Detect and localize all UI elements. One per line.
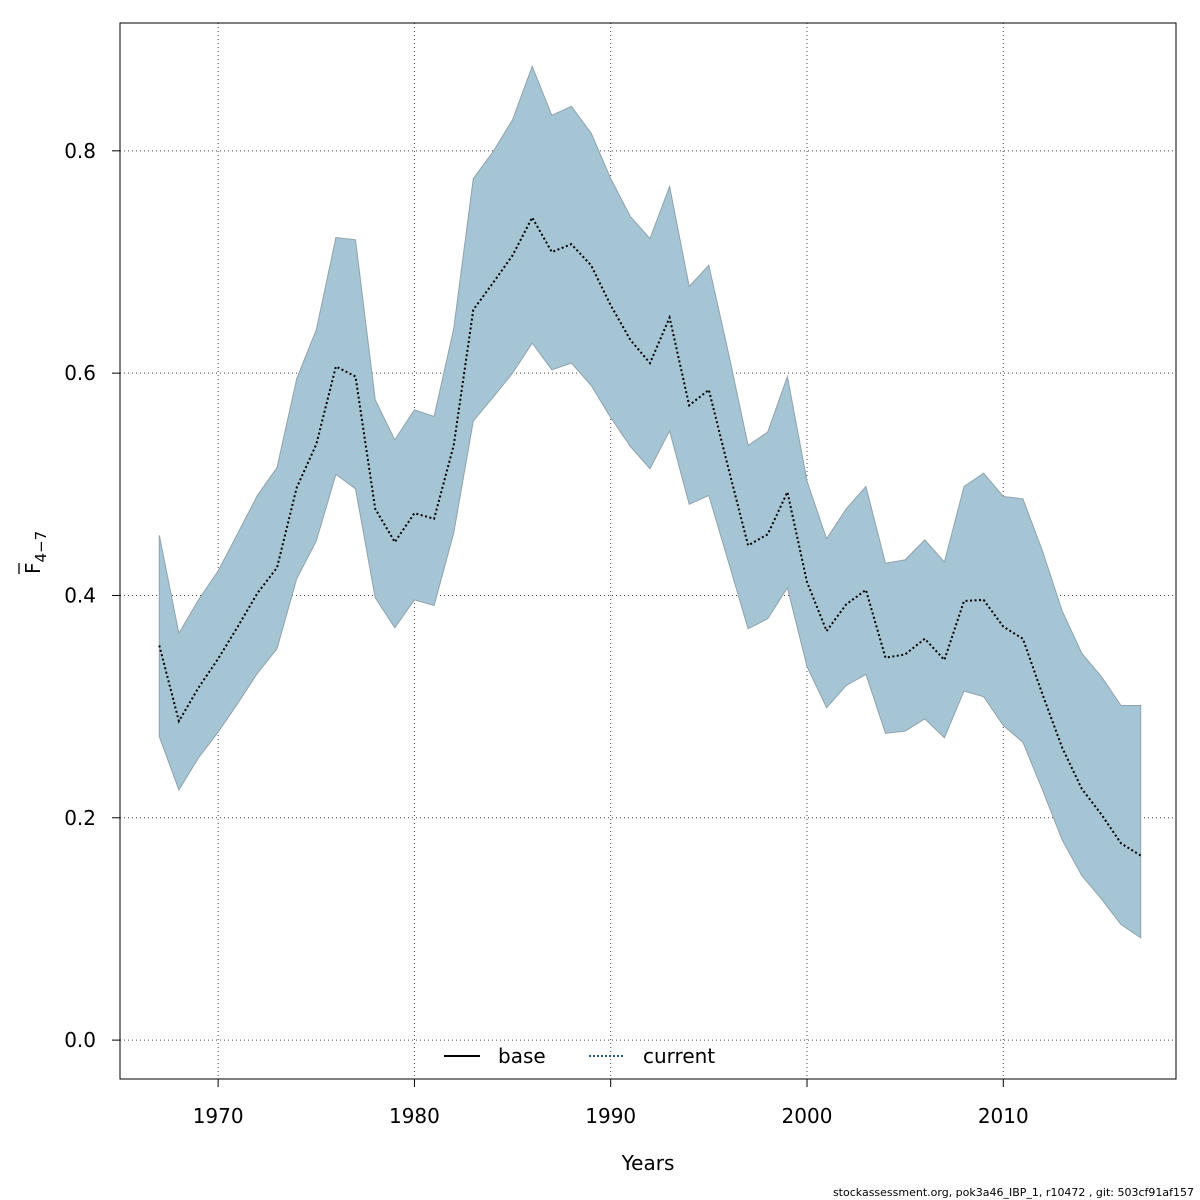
x-tick-label: 2010 — [978, 1104, 1029, 1128]
confidence-band — [158, 65, 1142, 939]
legend-label-base: base — [498, 1044, 546, 1068]
y-tick-label: 0.6 — [64, 361, 96, 385]
svg-text:F4−7: F4−7 — [21, 531, 50, 574]
x-tick-label: 1990 — [585, 1104, 636, 1128]
y-tick-label: 0.0 — [64, 1028, 96, 1052]
plot-frame — [119, 22, 1177, 1080]
y-axis-title-subscript: 4−7 — [32, 531, 50, 563]
x-axis: 1970 1980 1990 2000 2010 — [193, 1079, 1029, 1128]
legend: base current — [444, 1044, 715, 1068]
x-axis-title: Years — [621, 1151, 675, 1175]
y-tick-label: 0.2 — [64, 806, 96, 830]
y-axis: 0.0 0.2 0.4 0.6 0.8 — [64, 139, 120, 1052]
legend-label-current: current — [643, 1044, 715, 1068]
y-axis-title: F4−7 — [18, 531, 50, 574]
x-tick-label: 1980 — [389, 1104, 440, 1128]
x-tick-label: 1970 — [193, 1104, 244, 1128]
y-tick-label: 0.4 — [64, 583, 96, 607]
series-line-current — [158, 215, 1142, 857]
y-tick-label: 0.8 — [64, 139, 96, 163]
footer-credit: stockassessment.org, pok3a46_IBP_1, r104… — [832, 1186, 1194, 1199]
x-tick-label: 2000 — [782, 1104, 833, 1128]
y-axis-title-main: F — [21, 562, 45, 574]
